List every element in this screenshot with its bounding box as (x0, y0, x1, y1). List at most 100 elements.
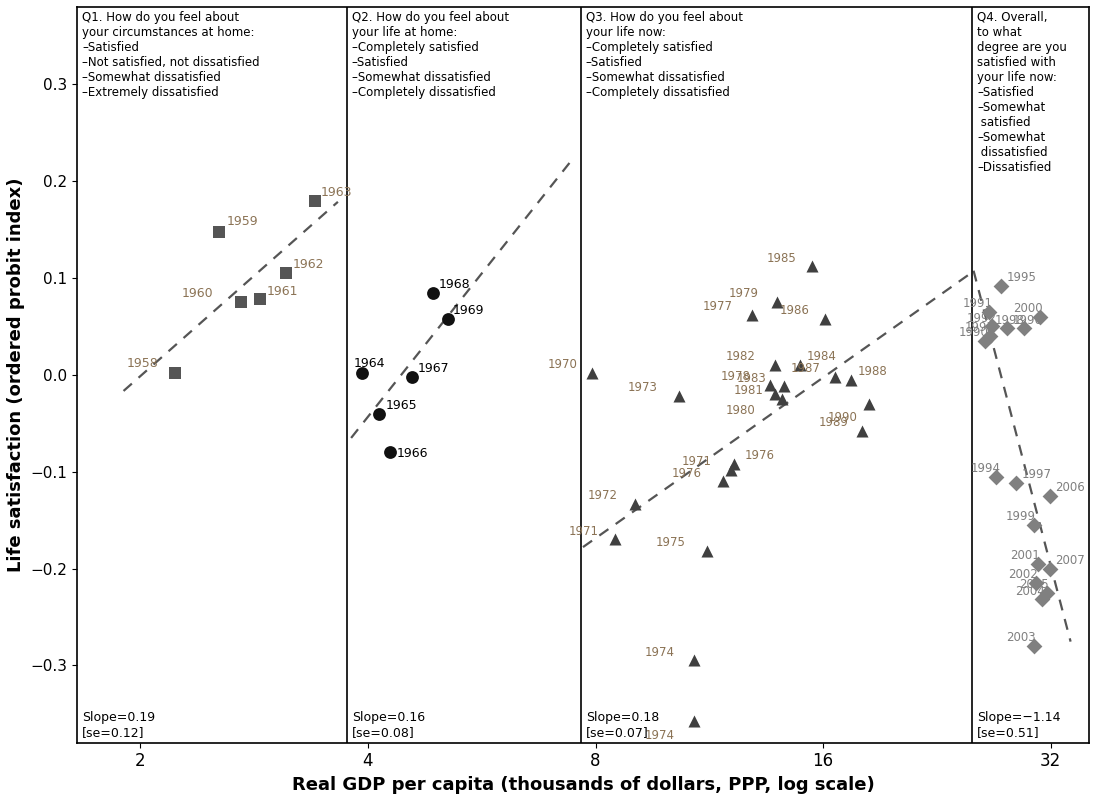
Point (766, 388, 783, 400)
Text: 1969: 1969 (453, 304, 485, 317)
Point (584, 367, 601, 380)
Point (670, 390, 688, 403)
Text: 1972: 1972 (588, 489, 618, 501)
Point (976, 335, 994, 348)
Text: 2007: 2007 (1055, 553, 1085, 566)
Text: 1987: 1987 (791, 362, 821, 375)
Point (353, 367, 371, 380)
Text: 1990: 1990 (827, 412, 857, 425)
Text: 1994: 1994 (971, 461, 1000, 475)
Point (984, 320, 1002, 333)
Point (723, 463, 740, 476)
X-axis label: Real GDP per capita (thousands of dollars, PPP, log scale): Real GDP per capita (thousands of dollar… (292, 776, 874, 794)
Point (772, 392, 790, 405)
Text: 1995: 1995 (1007, 271, 1037, 284)
Point (744, 308, 761, 321)
Text: 1959: 1959 (226, 215, 258, 227)
Text: 1991: 1991 (963, 297, 993, 310)
Text: 1989: 1989 (819, 417, 849, 429)
Point (425, 286, 442, 299)
Text: 1963: 1963 (320, 186, 352, 199)
Text: 1982: 1982 (726, 350, 756, 364)
Point (211, 225, 228, 238)
Text: 1974: 1974 (645, 646, 675, 658)
Text: 2002: 2002 (1008, 568, 1038, 582)
Text: Q4. Overall,
to what
degree are you
satisfied with
your life now:
–Satisfied
–So: Q4. Overall, to what degree are you sati… (977, 10, 1067, 174)
Text: 1958: 1958 (127, 357, 159, 370)
Point (1029, 557, 1047, 570)
Text: 1976: 1976 (745, 449, 774, 462)
Text: 1996: 1996 (1013, 313, 1042, 327)
Point (1015, 322, 1032, 335)
Point (382, 446, 399, 459)
Text: 1988: 1988 (858, 365, 887, 378)
Text: 1980: 1980 (726, 404, 756, 417)
Text: 1981: 1981 (734, 384, 764, 397)
Text: 1998: 1998 (995, 313, 1025, 327)
Text: 2000: 2000 (1013, 302, 1042, 315)
Point (776, 380, 793, 392)
Point (714, 475, 732, 488)
Text: Q1. How do you feel about
your circumstances at home:
–Satisfied
–Not satisfied,: Q1. How do you feel about your circumsta… (82, 10, 260, 99)
Point (841, 373, 859, 386)
Point (766, 359, 783, 372)
Point (686, 715, 703, 728)
Point (686, 654, 703, 667)
Point (1031, 310, 1049, 323)
Point (998, 322, 1016, 335)
Text: 2001: 2001 (1010, 549, 1040, 562)
Text: 1975: 1975 (656, 536, 686, 549)
Point (853, 425, 871, 437)
Text: 1965: 1965 (385, 399, 417, 412)
Text: 1970: 1970 (547, 358, 578, 371)
Point (761, 378, 779, 391)
Point (826, 370, 844, 383)
Point (992, 280, 1009, 292)
Point (725, 457, 743, 470)
Point (1025, 518, 1042, 531)
Point (1027, 577, 1044, 590)
Text: 1962: 1962 (293, 259, 324, 272)
Text: 1992: 1992 (966, 312, 997, 324)
Point (371, 407, 388, 420)
Text: 1961: 1961 (267, 284, 298, 297)
Text: 1971: 1971 (569, 525, 599, 537)
Text: 1979: 1979 (728, 288, 759, 300)
Text: Slope=0.19
[se=0.12]: Slope=0.19 [se=0.12] (82, 711, 156, 739)
Point (166, 367, 183, 380)
Text: 1990: 1990 (959, 326, 988, 339)
Text: 1964: 1964 (353, 357, 385, 370)
Point (1038, 586, 1055, 599)
Text: 1999: 1999 (1006, 510, 1036, 523)
Text: Q2. How do you feel about
your life at home:
–Completely satisfied
–Satisfied
–S: Q2. How do you feel about your life at h… (352, 10, 509, 99)
Point (278, 267, 295, 280)
Text: 1973: 1973 (627, 381, 657, 394)
Text: 2006: 2006 (1055, 481, 1085, 494)
Text: 1974: 1974 (645, 729, 675, 742)
Text: 1966: 1966 (396, 447, 428, 460)
Point (1033, 593, 1051, 606)
Point (404, 370, 421, 383)
Y-axis label: Life satisfaction (ordered probit index): Life satisfaction (ordered probit index) (7, 178, 25, 572)
Point (860, 397, 878, 410)
Text: 1983: 1983 (737, 372, 767, 384)
Text: 1977: 1977 (703, 300, 733, 313)
Point (791, 359, 808, 372)
Text: 1997: 1997 (1021, 469, 1052, 481)
Point (980, 305, 997, 318)
Point (768, 296, 785, 308)
Point (439, 312, 456, 325)
Text: 1985: 1985 (767, 252, 796, 264)
Text: 2003: 2003 (1006, 631, 1036, 644)
Point (803, 260, 821, 273)
Text: 1984: 1984 (806, 350, 837, 364)
Text: 1971: 1971 (681, 455, 712, 468)
Text: 1986: 1986 (779, 304, 810, 317)
Point (306, 194, 324, 207)
Text: 1967: 1967 (418, 362, 450, 375)
Text: Slope=−1.14
[se=0.51]: Slope=−1.14 [se=0.51] (977, 711, 1061, 739)
Point (233, 296, 250, 308)
Point (987, 470, 1005, 483)
Point (981, 330, 998, 343)
Point (1041, 562, 1059, 575)
